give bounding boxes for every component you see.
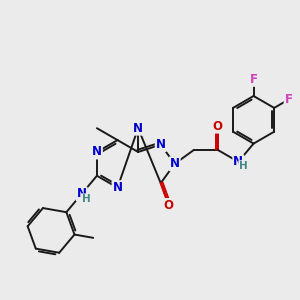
Text: O: O [164,199,174,212]
Text: H: H [82,194,91,204]
Text: O: O [213,120,223,133]
Text: F: F [250,73,258,86]
Text: N: N [170,158,180,170]
Text: N: N [233,155,243,168]
Text: N: N [156,138,166,151]
Text: N: N [76,188,87,200]
Text: N: N [112,181,122,194]
Text: N: N [133,122,143,135]
Text: H: H [239,161,248,171]
Text: F: F [285,93,292,106]
Text: N: N [92,146,102,158]
